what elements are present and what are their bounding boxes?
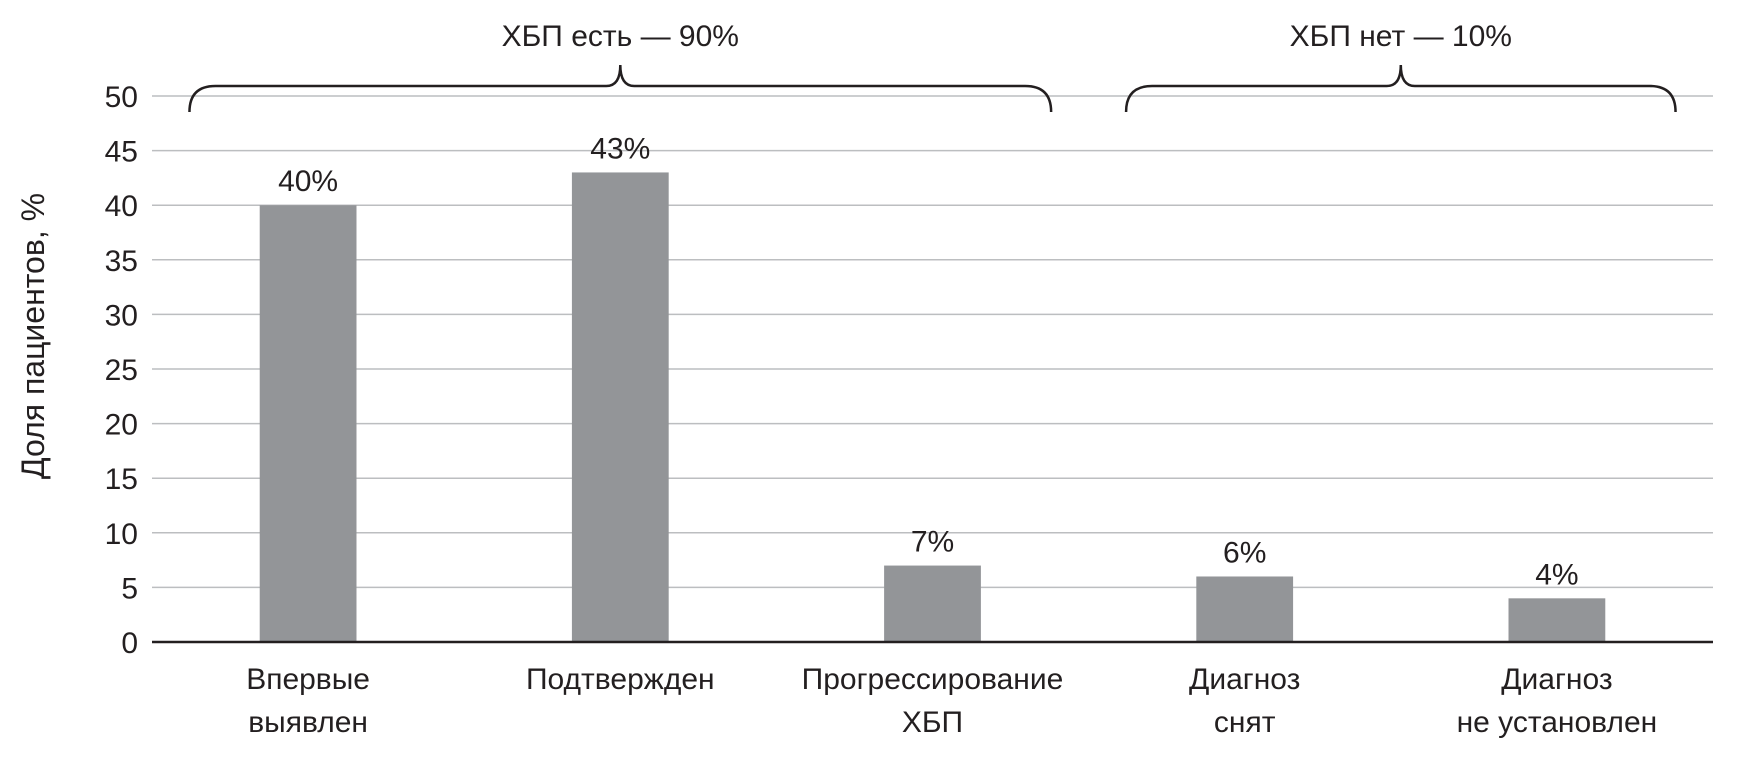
group-brace: [188, 64, 1053, 113]
y-tick-label: 5: [121, 572, 138, 605]
y-tick-labels: 0 5 10 15 20 25 30 35 40 45 50: [105, 81, 138, 660]
category-label: Прогрессирование: [802, 663, 1064, 696]
gridlines: [152, 95, 1713, 589]
category-label: не установлен: [1457, 706, 1658, 739]
y-axis-label: Доля пациентов, %: [15, 193, 51, 479]
data-label: 40%: [278, 165, 338, 198]
category-label: снят: [1214, 706, 1276, 739]
data-label: 4%: [1535, 558, 1578, 591]
y-tick-label: 20: [105, 409, 138, 442]
y-tick-label: 10: [105, 518, 138, 551]
bar: [1508, 598, 1606, 642]
bar: [571, 172, 669, 642]
y-tick-label: 35: [105, 245, 138, 278]
bars: [259, 172, 1606, 642]
y-tick-label: 40: [105, 190, 138, 223]
data-label: 7%: [911, 526, 954, 559]
group-brace: [1124, 64, 1677, 113]
group-label: ХБП есть — 90%: [502, 20, 739, 53]
y-tick-label: 0: [121, 627, 138, 660]
category-label: Впервые: [246, 663, 370, 696]
category-labels: Впервые выявлен Подтвержден Прогрессировани…: [246, 663, 1657, 739]
data-label: 43%: [590, 132, 650, 165]
data-labels: 40% 43% 7% 6% 4%: [278, 132, 1579, 591]
y-tick-label: 15: [105, 463, 138, 496]
group-label: ХБП нет — 10%: [1290, 20, 1512, 53]
y-tick-label: 30: [105, 299, 138, 332]
category-label: выявлен: [248, 706, 368, 739]
group-braces: ХБП есть — 90% ХБП нет — 10%: [188, 20, 1677, 113]
bar: [1196, 576, 1294, 642]
category-label: ХБП: [902, 706, 963, 739]
data-label: 6%: [1223, 536, 1266, 569]
category-label: Диагноз: [1189, 663, 1300, 696]
bar: [884, 565, 981, 642]
y-tick-label: 45: [105, 136, 138, 169]
y-tick-label: 50: [105, 81, 138, 114]
y-tick-label: 25: [105, 354, 138, 387]
bar: [259, 205, 357, 642]
category-label: Подтвержден: [526, 663, 715, 696]
category-label: Диагноз: [1501, 663, 1612, 696]
